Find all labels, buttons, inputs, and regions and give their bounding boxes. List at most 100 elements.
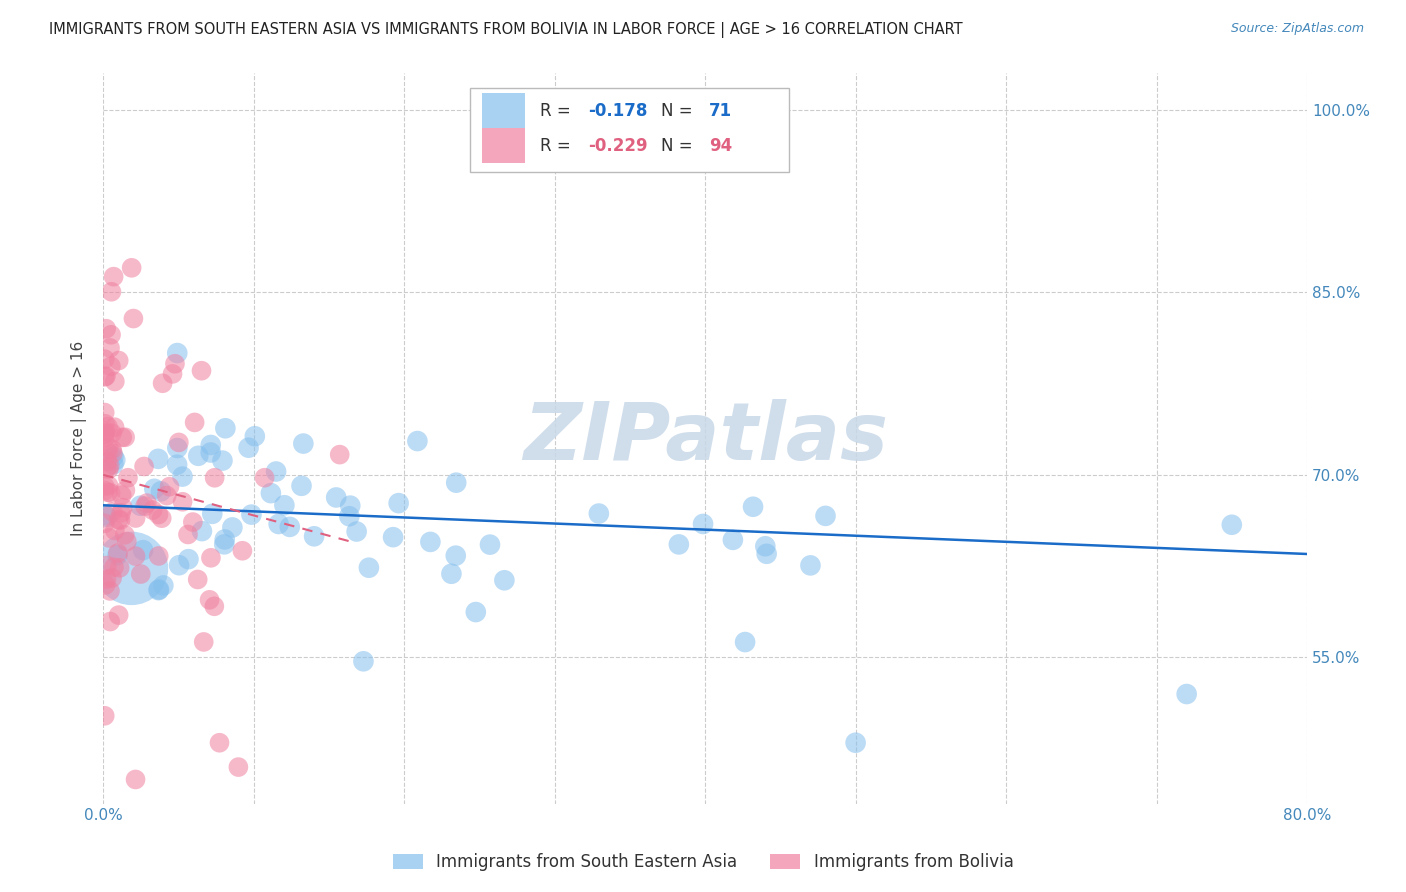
Point [167, 558, 190, 573]
Point [231, 543, 253, 558]
Point [96, 558, 118, 573]
Point [406, 434, 429, 448]
Point [200, 445, 222, 459]
Point [193, 635, 215, 649]
Point [692, 516, 714, 531]
Point [117, 471, 139, 485]
Point [419, 535, 441, 549]
Point [98, 531, 121, 545]
Point [149, 484, 172, 499]
Point [228, 760, 250, 774]
Point [103, 269, 125, 284]
Y-axis label: In Labor Force | Age > 16: In Labor Force | Age > 16 [72, 341, 87, 536]
Point [107, 353, 129, 368]
Point [208, 736, 231, 750]
Point [214, 421, 236, 435]
Point [754, 539, 776, 553]
Point [211, 453, 233, 467]
Point [183, 416, 205, 430]
Point [163, 357, 186, 371]
Point [588, 507, 610, 521]
Point [93, 406, 115, 420]
Point [339, 499, 361, 513]
Point [198, 592, 221, 607]
Point [94, 578, 117, 592]
Point [253, 471, 276, 485]
Point [97, 441, 120, 455]
Point [94, 417, 117, 431]
Point [93, 708, 115, 723]
Point [124, 511, 146, 525]
Point [238, 441, 260, 455]
Point [111, 500, 134, 515]
Point [190, 364, 212, 378]
Point [166, 441, 188, 455]
Point [200, 550, 222, 565]
Point [845, 736, 868, 750]
Point [96, 461, 118, 475]
Point [353, 654, 375, 668]
Point [101, 505, 124, 519]
Point [94, 425, 117, 439]
Point [114, 483, 136, 498]
Point [93, 516, 115, 531]
Point [93, 508, 115, 522]
Point [107, 548, 129, 562]
Point [98, 615, 121, 629]
Point [814, 508, 837, 523]
Point [273, 498, 295, 512]
Point [110, 513, 132, 527]
Text: -0.229: -0.229 [588, 137, 648, 155]
Point [135, 496, 157, 510]
FancyBboxPatch shape [482, 128, 524, 163]
Point [202, 599, 225, 614]
Point [148, 508, 170, 522]
Point [388, 496, 411, 510]
Legend: Immigrants from South Eastern Asia, Immigrants from Bolivia: Immigrants from South Eastern Asia, Immi… [384, 845, 1022, 880]
Point [156, 489, 179, 503]
Point [97, 478, 120, 492]
Point [146, 451, 169, 466]
Point [103, 450, 125, 464]
Point [302, 529, 325, 543]
Text: 71: 71 [709, 102, 733, 120]
Point [115, 534, 138, 549]
Point [142, 503, 165, 517]
Point [755, 547, 778, 561]
Point [103, 560, 125, 574]
Point [278, 520, 301, 534]
Point [148, 582, 170, 597]
Text: N =: N = [661, 137, 697, 155]
Point [93, 483, 115, 498]
Point [152, 578, 174, 592]
Point [129, 567, 152, 582]
Point [734, 635, 756, 649]
Point [110, 506, 132, 520]
Point [337, 509, 360, 524]
Point [166, 458, 188, 472]
Point [181, 515, 204, 529]
Point [260, 486, 283, 500]
Point [107, 546, 129, 560]
Point [93, 369, 115, 384]
Point [97, 462, 120, 476]
Point [143, 482, 166, 496]
Point [134, 499, 156, 513]
Point [799, 558, 821, 573]
Point [93, 431, 115, 445]
Point [132, 543, 155, 558]
Point [104, 453, 127, 467]
Text: R =: R = [540, 102, 576, 120]
Point [124, 772, 146, 787]
Text: ZIPatlas: ZIPatlas [523, 400, 887, 477]
Point [101, 442, 124, 457]
Point [464, 605, 486, 619]
Point [101, 446, 124, 460]
Point [93, 352, 115, 367]
Point [148, 583, 170, 598]
Point [107, 513, 129, 527]
Point [129, 499, 152, 513]
Text: R =: R = [540, 137, 576, 155]
Point [382, 530, 405, 544]
Point [172, 495, 194, 509]
